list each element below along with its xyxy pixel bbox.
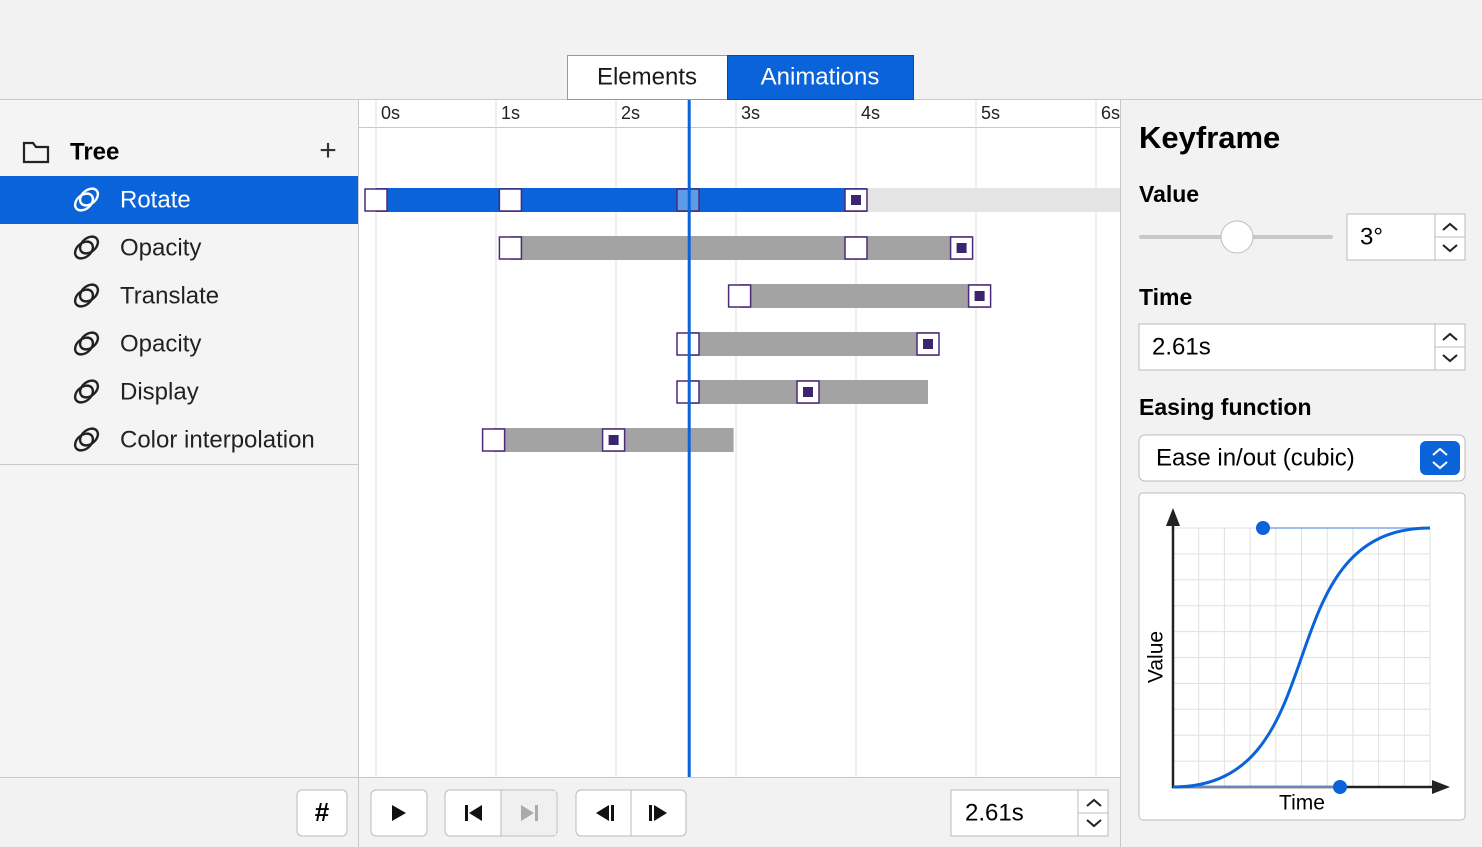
ruler-label: 3s — [741, 103, 760, 123]
jump-start-icon[interactable] — [465, 805, 482, 821]
tree-item[interactable]: Display — [120, 378, 199, 405]
icon-ring — [78, 379, 100, 399]
keyframe[interactable] — [498, 236, 523, 260]
animation-icon — [73, 283, 100, 308]
ruler-label: 5s — [981, 103, 1000, 123]
jump-end-icon — [521, 805, 538, 821]
keyframe[interactable] — [481, 428, 506, 452]
track-bar — [510, 236, 973, 260]
select-stepper[interactable] — [1420, 441, 1460, 475]
time-input-text: 2.61s — [965, 799, 1024, 826]
keyframe-end-dot — [803, 387, 813, 397]
keyframe-time-input[interactable] — [1138, 323, 1466, 371]
tree-item[interactable]: Opacity — [120, 234, 201, 261]
track-bar — [739, 284, 991, 308]
tree-list: Rotate Opacity Translate Opacity Display Colo… — [0, 176, 358, 453]
icon-ring — [78, 283, 100, 303]
select-arrows — [1432, 447, 1448, 470]
add-button[interactable]: + — [319, 134, 337, 167]
ruler-label: 0s — [381, 103, 400, 123]
ruler-label: 6s — [1101, 103, 1120, 123]
keyframe-end-dot — [923, 339, 933, 349]
track-bar — [376, 188, 867, 212]
play-icon — [392, 805, 406, 821]
keyframe-end-dot — [974, 291, 985, 301]
keyframe[interactable] — [844, 236, 868, 260]
icon-ring — [78, 427, 100, 447]
easing-select-text: Ease in/out (cubic) — [1156, 444, 1355, 471]
icon-ring — [78, 187, 100, 207]
bezier-handles — [1173, 527, 1430, 788]
keyframe[interactable] — [727, 284, 752, 308]
timeline-content: 0s 1s 2s 3s 4s 5s 6s — [364, 100, 1120, 777]
icon-ring — [78, 235, 100, 255]
keyframe-end-dot — [608, 435, 619, 445]
selected-row[interactable] — [0, 176, 358, 224]
folder-icon — [22, 141, 50, 164]
control-point[interactable] — [1256, 521, 1270, 535]
bottom-bar — [0, 777, 1120, 847]
keyframe-end-dot — [956, 243, 967, 253]
tree-item[interactable]: Color interpolation — [120, 426, 315, 453]
ruler-label: 4s — [861, 103, 880, 123]
stepper[interactable] — [1086, 798, 1102, 828]
time-label: Time — [1139, 284, 1192, 310]
keyframe-end-dot — [851, 195, 861, 205]
value-input-text: 3° — [1360, 223, 1383, 250]
track-remainder — [866, 188, 1120, 212]
easing-label: Easing function — [1139, 394, 1312, 420]
stepper[interactable] — [1442, 222, 1458, 253]
slider-thumb[interactable] — [1220, 220, 1254, 254]
track-bar — [688, 332, 939, 356]
tab-label: Elements — [597, 63, 697, 90]
tab[interactable] — [727, 55, 914, 100]
stepper[interactable] — [1442, 332, 1458, 363]
step-forward-icon[interactable] — [649, 805, 667, 821]
animation-icon — [73, 331, 100, 356]
easing-curve — [1172, 526, 1431, 789]
hash-button[interactable] — [296, 789, 348, 837]
animation-icon — [73, 235, 100, 260]
control-point[interactable] — [1333, 780, 1347, 794]
tab-bar: Elements Animations — [567, 55, 914, 100]
graph-x-label: Time — [1279, 792, 1325, 815]
easing-select[interactable] — [1138, 434, 1466, 482]
tab-label: Animations — [761, 63, 880, 90]
animation-icon — [73, 427, 100, 452]
value-label: Value — [1139, 181, 1199, 207]
icon-ring — [78, 331, 100, 351]
keyframe[interactable] — [498, 188, 523, 212]
tree-item[interactable]: Rotate — [120, 186, 191, 213]
keyframe-time-text: 2.61s — [1152, 333, 1211, 360]
tab[interactable] — [567, 55, 728, 100]
step-back-icon[interactable] — [596, 805, 614, 821]
animation-icon — [73, 379, 100, 404]
keyframe[interactable] — [364, 188, 388, 212]
hash-button-label: # — [315, 797, 330, 827]
ruler-label: 1s — [501, 103, 520, 123]
ruler-label: 2s — [621, 103, 640, 123]
tree-title: Tree — [70, 138, 119, 165]
tree-item[interactable]: Translate — [120, 282, 219, 309]
tree-item[interactable]: Opacity — [120, 330, 201, 357]
graph-y-label: Value — [1145, 631, 1168, 683]
inspector-title: Keyframe — [1139, 120, 1280, 155]
animation-icon — [73, 187, 100, 212]
